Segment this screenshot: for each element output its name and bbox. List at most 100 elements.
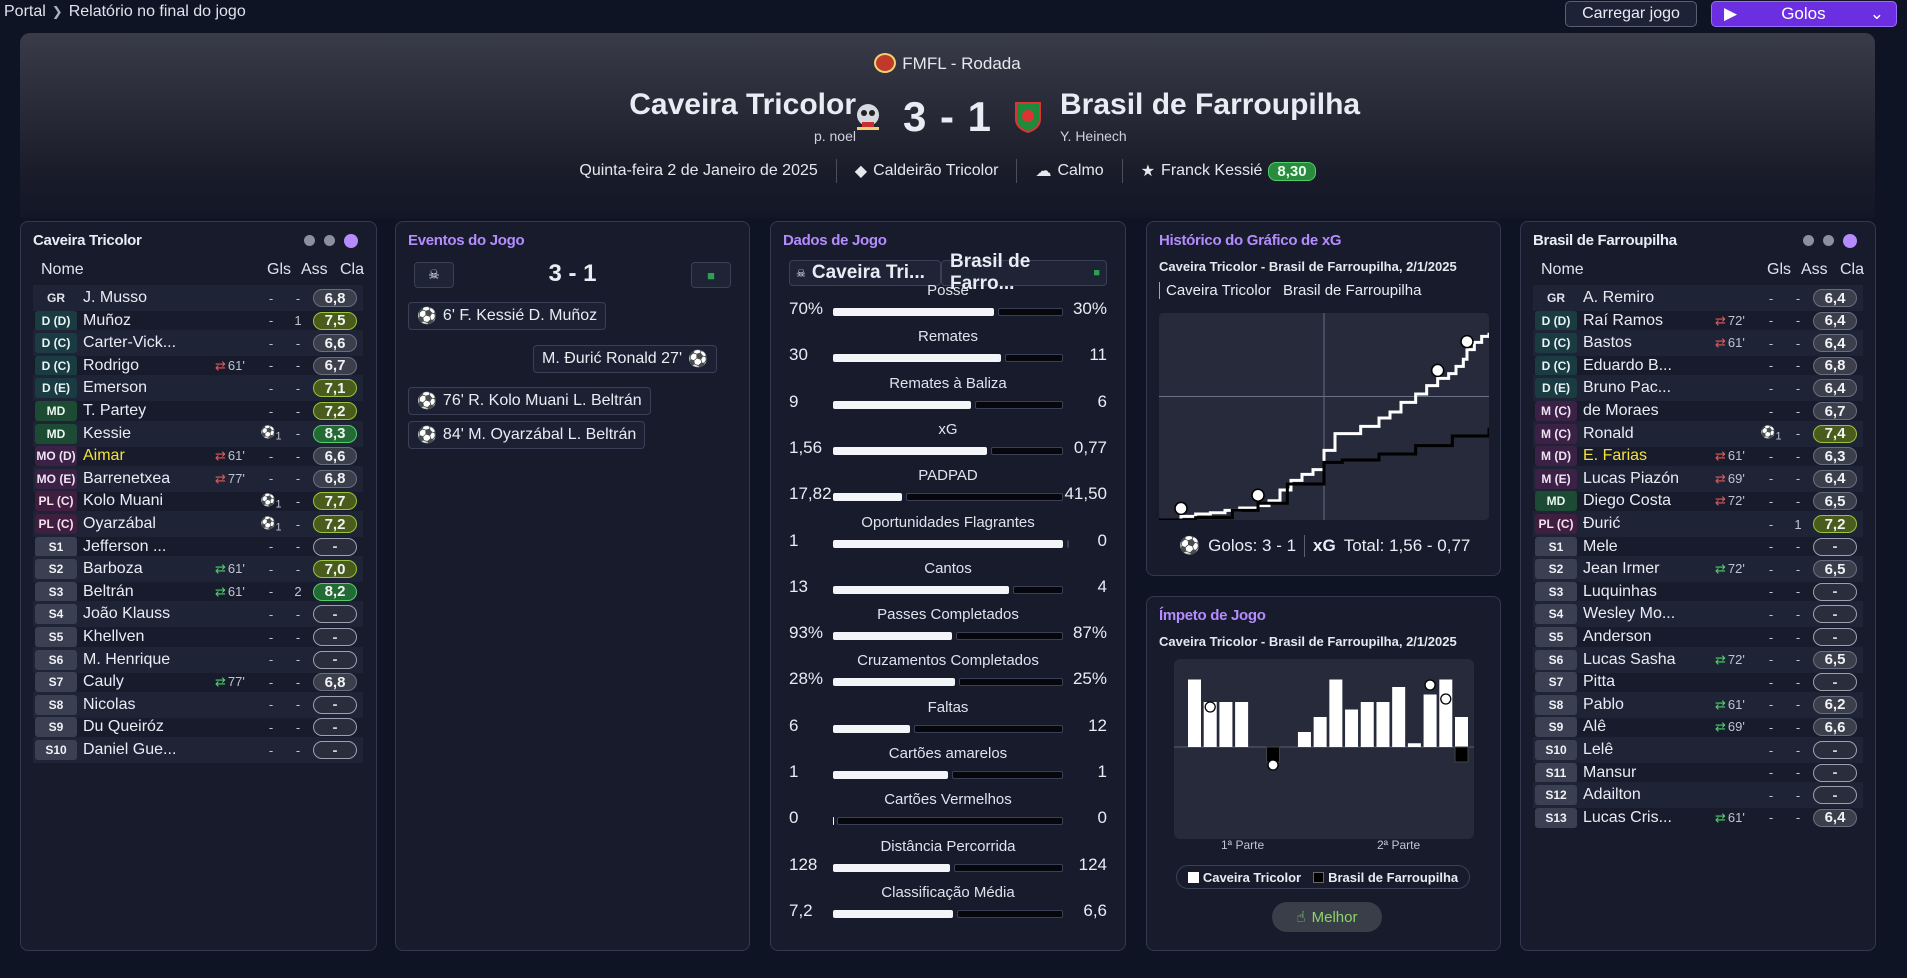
player-name[interactable]: Anderson bbox=[1583, 628, 1652, 645]
player-row[interactable]: S6 M. Henrique - - - bbox=[33, 646, 363, 673]
col-name[interactable]: Nome bbox=[1541, 261, 1584, 278]
player-row[interactable]: S5 Khellven - - - bbox=[33, 624, 363, 650]
player-name[interactable]: Khellven bbox=[83, 628, 145, 645]
player-row[interactable]: S13 Lucas Cris... ⇄ 61' - -6,4 bbox=[1533, 805, 1863, 831]
player-name[interactable]: Mele bbox=[1583, 537, 1618, 555]
player-row[interactable]: S2 Jean Irmer ⇄ 72' - -6,5 bbox=[1533, 556, 1863, 583]
col-gls[interactable]: Gls bbox=[267, 261, 291, 278]
goal-marker-icon[interactable] bbox=[1251, 488, 1265, 502]
player-row[interactable]: S10 Daniel Gue... - - - bbox=[33, 737, 363, 763]
player-row[interactable]: S3 Beltrán ⇄ 61' -2 8,2 bbox=[33, 579, 363, 605]
player-row[interactable]: S3 Luquinhas - - - bbox=[1533, 579, 1863, 605]
best-button[interactable]: ☝ Melhor bbox=[1272, 902, 1382, 932]
player-row[interactable]: S1 Jefferson ... - - - bbox=[33, 534, 363, 560]
player-row[interactable]: M (C) Ronald ⚽1-7,4 bbox=[1533, 420, 1863, 447]
col-gls[interactable]: Gls bbox=[1767, 261, 1791, 278]
player-name[interactable]: Barboza bbox=[83, 560, 143, 578]
player-name[interactable]: Beltrán bbox=[83, 582, 134, 600]
xg-tab-away[interactable]: Brasil de Farroupilha bbox=[1283, 282, 1422, 299]
view-dot[interactable] bbox=[324, 235, 335, 246]
home-team-name[interactable]: Caveira Tricolor bbox=[629, 88, 856, 121]
player-row[interactable]: D (C) Eduardo B... - -6,8 bbox=[1533, 353, 1863, 379]
player-name[interactable]: Muñoz bbox=[83, 311, 132, 329]
col-cla[interactable]: Cla bbox=[340, 261, 365, 278]
player-name[interactable]: Jean Irmer bbox=[1583, 560, 1660, 578]
player-row[interactable]: S9 Alê ⇄ 69' - -6,6 bbox=[1533, 714, 1863, 740]
player-row[interactable]: MO (E) Barrenetxea ⇄ 77' - -6,8 bbox=[33, 465, 363, 492]
player-row[interactable]: S7 Cauly ⇄ 77' - -6,8 bbox=[33, 669, 363, 695]
view-dot[interactable] bbox=[304, 235, 315, 246]
view-toggle[interactable] bbox=[1803, 234, 1857, 248]
player-name[interactable]: Lelê bbox=[1583, 741, 1614, 758]
player-name[interactable]: Aimar bbox=[83, 447, 125, 465]
player-name[interactable]: J. Musso bbox=[83, 289, 148, 306]
player-row[interactable]: S8 Pablo ⇄ 61' - -6,2 bbox=[1533, 691, 1863, 718]
home-team-tab[interactable]: ☠ Caveira Tri... bbox=[789, 260, 941, 286]
goal-marker-icon[interactable] bbox=[1430, 363, 1445, 378]
player-name[interactable]: Nicolas bbox=[83, 695, 136, 713]
player-row[interactable]: D (E) Emerson - -7,1 bbox=[33, 375, 363, 402]
col-ass[interactable]: Ass bbox=[1801, 261, 1828, 278]
goal-marker-icon[interactable] bbox=[1460, 334, 1474, 349]
player-name[interactable]: Kolo Muani bbox=[83, 492, 164, 510]
player-row[interactable]: S10 Lelê - - - bbox=[1533, 737, 1863, 763]
player-name[interactable]: Rodrigo bbox=[83, 356, 140, 374]
player-name[interactable]: Bastos bbox=[1583, 334, 1632, 352]
player-row[interactable]: MD Diego Costa ⇄ 72' - -6,5 bbox=[1533, 488, 1863, 514]
player-row[interactable]: S4 Wesley Mo... - - - bbox=[1533, 601, 1863, 628]
goal-event[interactable]: ⚽ 84' M. Oyarzábal L. Beltrán bbox=[408, 421, 646, 449]
player-row[interactable]: M (D) E. Farias ⇄ 61' - -6,3 bbox=[1533, 443, 1863, 469]
view-dot[interactable] bbox=[1803, 235, 1814, 246]
away-team-tab[interactable]: Brasil de Farro... ■ bbox=[941, 251, 1107, 294]
player-name[interactable]: E. Farias bbox=[1583, 447, 1648, 465]
player-name[interactable]: Jefferson ... bbox=[83, 537, 167, 555]
player-row[interactable]: MD Kessie ⚽1-8,3 bbox=[33, 420, 363, 447]
view-toggle[interactable] bbox=[304, 234, 358, 248]
player-row[interactable]: M (E) Lucas Piazón ⇄ 69' - -6,4 bbox=[1533, 465, 1863, 492]
player-row[interactable]: S7 Pitta - - - bbox=[1533, 669, 1863, 695]
player-name[interactable]: Cauly bbox=[83, 673, 124, 691]
load-game-button[interactable]: Carregar jogo bbox=[1565, 1, 1697, 27]
away-team-name[interactable]: Brasil de Farroupilha bbox=[1060, 88, 1361, 121]
player-row[interactable]: PL (C) Oyarzábal ⚽1-7,2 bbox=[33, 511, 363, 537]
player-row[interactable]: PL (C) Đurić - 1 7,2 bbox=[1533, 511, 1863, 537]
col-cla[interactable]: Cla bbox=[1840, 261, 1865, 278]
view-dot[interactable] bbox=[1823, 235, 1834, 246]
man-of-the-match[interactable]: ★ Franck Kessié 8,30 bbox=[1123, 161, 1334, 181]
player-row[interactable]: D (C) Rodrigo ⇄ 61' - -6,7 bbox=[33, 353, 363, 379]
breadcrumb-portal[interactable]: Portal bbox=[4, 3, 46, 20]
player-name[interactable]: Raí Ramos bbox=[1583, 311, 1664, 329]
player-row[interactable]: S12 Adailton - - - bbox=[1533, 782, 1863, 809]
player-name[interactable]: Lucas Piazón bbox=[1583, 469, 1680, 487]
view-dot-active[interactable] bbox=[344, 234, 358, 248]
player-row[interactable]: D (D) Raí Ramos ⇄ 72' - -6,4 bbox=[1533, 308, 1863, 334]
player-row[interactable]: D (D) Muñoz - 1 7,5 bbox=[33, 308, 363, 334]
player-row[interactable]: S5 Anderson - - - bbox=[1533, 624, 1863, 650]
player-row[interactable]: MD T. Partey - -7,2 bbox=[33, 398, 363, 424]
player-row[interactable]: S4 João Klauss - - - bbox=[33, 601, 363, 628]
player-row[interactable]: MO (D) Aimar ⇄ 61' - -6,6 bbox=[33, 443, 363, 469]
player-name[interactable]: Barrenetxea bbox=[83, 469, 171, 487]
player-name[interactable]: Bruno Pac... bbox=[1583, 379, 1672, 397]
player-name[interactable]: Lucas Cris... bbox=[1583, 808, 1672, 826]
player-name[interactable]: Oyarzábal bbox=[83, 515, 156, 532]
player-name[interactable]: Kessie bbox=[83, 424, 132, 442]
player-name[interactable]: Du Queiróz bbox=[83, 718, 164, 736]
player-row[interactable]: S2 Barboza ⇄ 61' - -7,0 bbox=[33, 556, 363, 583]
player-row[interactable]: D (C) Bastos ⇄ 61' - -6,4 bbox=[1533, 330, 1863, 357]
golos-dropdown[interactable]: ▶ Golos ⌄ bbox=[1711, 1, 1897, 27]
goal-event[interactable]: ⚽ 6' F. Kessié D. Muñoz bbox=[408, 302, 607, 330]
player-row[interactable]: D (C) Carter-Vick... - -6,6 bbox=[33, 330, 363, 357]
player-name[interactable]: Luquinhas bbox=[1583, 582, 1657, 600]
player-name[interactable]: M. Henrique bbox=[83, 650, 171, 668]
goal-marker-icon[interactable] bbox=[1204, 701, 1216, 713]
player-name[interactable]: de Moraes bbox=[1583, 402, 1659, 419]
goal-marker-icon[interactable] bbox=[1440, 693, 1452, 705]
player-name[interactable]: A. Remiro bbox=[1583, 289, 1655, 306]
player-name[interactable]: Pitta bbox=[1583, 673, 1616, 691]
player-name[interactable]: João Klauss bbox=[83, 605, 171, 623]
player-row[interactable]: S6 Lucas Sasha ⇄ 72' - -6,5 bbox=[1533, 646, 1863, 673]
player-name[interactable]: Eduardo B... bbox=[1583, 356, 1672, 374]
goal-event[interactable]: ⚽ 76' R. Kolo Muani L. Beltrán bbox=[408, 387, 651, 415]
player-row[interactable]: S1 Mele - - - bbox=[1533, 534, 1863, 560]
